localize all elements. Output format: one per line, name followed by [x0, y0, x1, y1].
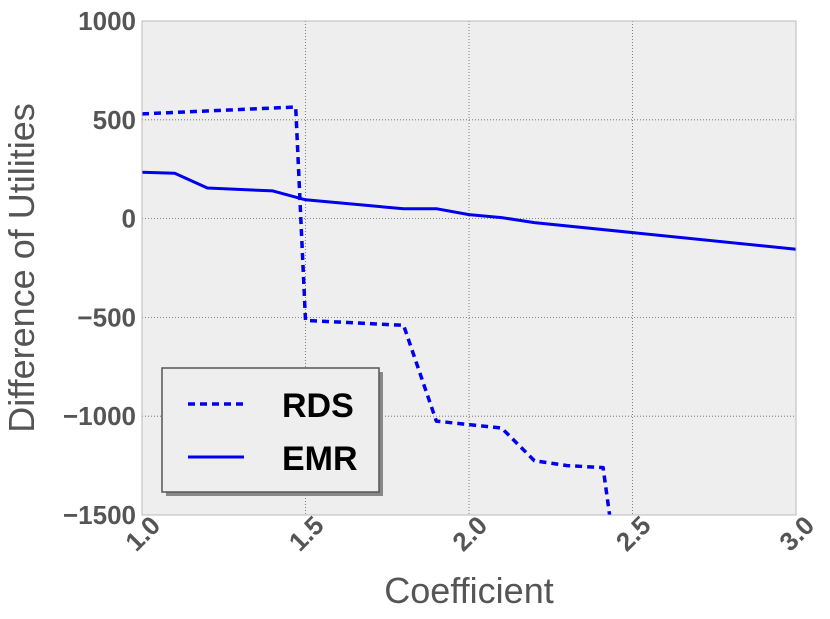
y-tick-label: −1500 [63, 500, 136, 530]
x-axis-label: Coefficient [384, 570, 553, 611]
x-tick-label: 1.5 [283, 510, 330, 557]
plot-frame [141, 20, 797, 516]
y-tick-label: 500 [93, 105, 136, 135]
legend-rds-label: RDS [282, 387, 354, 425]
legend-emr-label: EMR [282, 440, 358, 478]
series-layer [141, 105, 797, 516]
x-tick-label: 2.0 [446, 510, 493, 557]
y-tick-labels: 1000 500 0 −500 −1000 −1500 [63, 6, 136, 530]
x-tick-label: 2.5 [610, 510, 657, 557]
x-tick-labels: 1.0 1.5 2.0 2.5 3.0 [119, 510, 820, 557]
y-tick-label: −1000 [63, 401, 136, 431]
x-tick-label: 3.0 [773, 510, 820, 557]
y-tick-label: 0 [122, 204, 136, 234]
y-tick-label: 1000 [78, 6, 136, 36]
series-line-emr [141, 170, 797, 251]
y-tick-label: −500 [77, 302, 136, 332]
legend-box [161, 367, 380, 493]
y-axis-label: Difference of Utilities [1, 103, 42, 432]
legend: RDS EMR [161, 367, 383, 496]
